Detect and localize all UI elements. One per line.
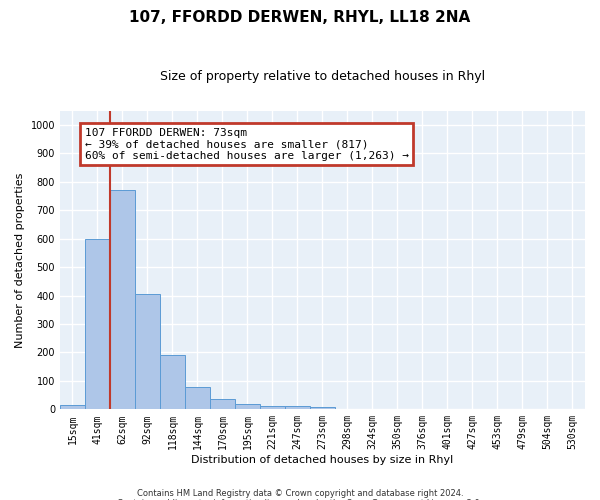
- Title: Size of property relative to detached houses in Rhyl: Size of property relative to detached ho…: [160, 70, 485, 83]
- Text: 107 FFORDD DERWEN: 73sqm
← 39% of detached houses are smaller (817)
60% of semi-: 107 FFORDD DERWEN: 73sqm ← 39% of detach…: [85, 128, 409, 161]
- Bar: [185, 387, 210, 409]
- Bar: [160, 356, 185, 410]
- Text: Contains HM Land Registry data © Crown copyright and database right 2024.: Contains HM Land Registry data © Crown c…: [137, 488, 463, 498]
- Bar: [235, 404, 260, 409]
- Y-axis label: Number of detached properties: Number of detached properties: [15, 172, 25, 348]
- Text: 107, FFORDD DERWEN, RHYL, LL18 2NA: 107, FFORDD DERWEN, RHYL, LL18 2NA: [130, 10, 470, 25]
- X-axis label: Distribution of detached houses by size in Rhyl: Distribution of detached houses by size …: [191, 455, 454, 465]
- Bar: [60, 405, 85, 409]
- Bar: [135, 294, 160, 410]
- Text: Contains public sector information licensed under the Open Government Licence v3: Contains public sector information licen…: [118, 498, 482, 500]
- Bar: [210, 398, 235, 409]
- Bar: [260, 406, 285, 409]
- Bar: [110, 190, 135, 410]
- Bar: [85, 238, 110, 410]
- Bar: [310, 407, 335, 410]
- Bar: [285, 406, 310, 409]
